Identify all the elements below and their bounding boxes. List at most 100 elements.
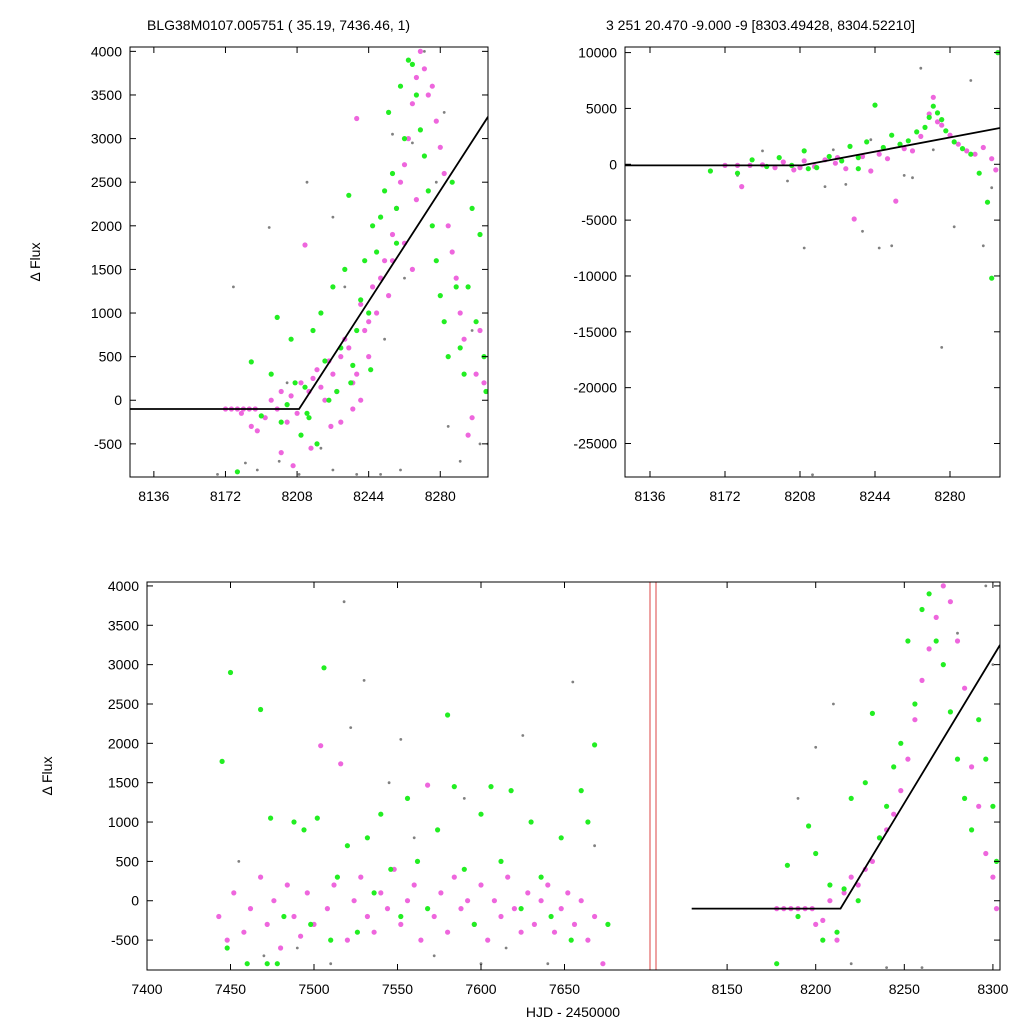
data-point	[479, 962, 483, 966]
data-point	[791, 167, 797, 173]
data-point	[425, 188, 431, 194]
data-point	[869, 710, 876, 717]
data-point	[301, 827, 307, 833]
y-tick-label: -500	[94, 436, 122, 452]
data-point	[462, 797, 466, 800]
data-point	[478, 882, 484, 888]
data-point	[274, 314, 280, 320]
data-point	[389, 231, 396, 238]
data-point	[290, 463, 296, 469]
y-tick-label: 2000	[91, 218, 122, 234]
data-point	[969, 79, 973, 82]
data-point	[378, 890, 384, 896]
data-point	[358, 397, 364, 403]
data-point	[404, 795, 411, 802]
data-point	[993, 906, 1000, 912]
data-point	[491, 898, 497, 904]
data-point	[774, 961, 780, 967]
data-point	[364, 835, 370, 841]
y-tick-label: 4000	[108, 578, 139, 594]
data-point	[423, 50, 426, 53]
data-point	[528, 819, 534, 825]
data-point	[371, 890, 377, 896]
data-point	[848, 795, 854, 802]
data-point	[498, 913, 504, 920]
data-point	[343, 285, 347, 289]
data-point	[445, 712, 451, 718]
data-point	[876, 835, 883, 841]
data-point	[905, 138, 911, 144]
data-point	[397, 179, 404, 185]
data-point	[258, 706, 264, 713]
x-tick-label: 7550	[382, 981, 413, 997]
data-point	[254, 428, 260, 434]
data-point	[342, 266, 348, 272]
data-point	[349, 726, 353, 729]
data-point	[401, 136, 408, 142]
data-point	[877, 246, 881, 250]
data-point	[278, 419, 284, 425]
data-point	[954, 638, 961, 644]
data-point	[518, 929, 524, 935]
data-point	[322, 397, 328, 403]
data-point	[934, 119, 941, 125]
x-tick-label: 8172	[210, 488, 241, 504]
data-point	[919, 66, 923, 70]
data-point	[919, 606, 925, 613]
data-point	[834, 929, 840, 935]
data-point	[839, 158, 845, 164]
data-point	[458, 906, 464, 912]
right-panel-title: 3 251 20.470 -9.000 -9 [8303.49428, 8304…	[606, 17, 915, 33]
y-tick-label: 500	[99, 349, 123, 365]
data-point	[219, 758, 225, 765]
data-point	[405, 136, 411, 142]
data-point	[797, 165, 803, 171]
data-point	[477, 231, 483, 238]
data-point	[578, 788, 584, 794]
data-point	[823, 185, 827, 189]
data-point	[989, 156, 995, 162]
data-point	[366, 354, 372, 360]
y-tick-label: 2000	[108, 735, 139, 751]
data-point	[437, 144, 443, 150]
data-point	[972, 151, 978, 157]
data-point	[258, 413, 264, 419]
data-point	[449, 179, 455, 185]
data-point	[344, 937, 350, 943]
data-point	[399, 468, 402, 472]
data-point	[889, 132, 895, 138]
data-point	[898, 788, 904, 794]
data-point	[473, 319, 479, 325]
y-tick-label: 1500	[108, 775, 139, 791]
data-point	[969, 764, 975, 770]
data-point	[761, 149, 764, 153]
data-point	[388, 866, 394, 872]
data-point	[255, 468, 259, 472]
data-point	[391, 132, 394, 136]
data-point	[358, 874, 364, 880]
data-point	[278, 945, 284, 951]
data-point	[298, 432, 304, 438]
data-point	[328, 937, 334, 943]
data-point	[905, 638, 911, 644]
data-point	[465, 898, 471, 904]
data-point	[461, 866, 467, 872]
x-tick-label: 7500	[298, 981, 329, 997]
data-point	[593, 844, 596, 848]
data-point	[990, 186, 994, 190]
data-point	[258, 874, 264, 880]
data-point	[912, 717, 918, 723]
data-point	[241, 929, 247, 935]
data-point	[386, 293, 392, 299]
data-point	[302, 384, 308, 390]
data-point	[984, 199, 991, 205]
data-point	[811, 473, 814, 477]
data-point	[409, 101, 415, 107]
data-point	[902, 174, 906, 177]
data-point	[739, 184, 745, 190]
data-point	[976, 717, 982, 723]
data-point	[461, 336, 467, 342]
data-point	[328, 423, 334, 429]
data-point	[940, 662, 946, 668]
data-point	[538, 898, 544, 904]
